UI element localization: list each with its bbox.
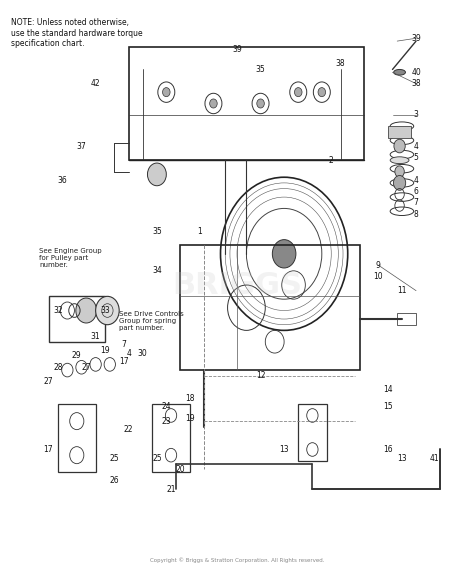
Text: 11: 11	[397, 286, 407, 295]
Text: See Drive Controls
Group for spring
part number.: See Drive Controls Group for spring part…	[119, 311, 184, 331]
Bar	[48, 296, 105, 342]
Text: 16: 16	[383, 445, 392, 454]
Text: 20: 20	[176, 465, 185, 474]
Text: 34: 34	[152, 266, 162, 275]
Circle shape	[147, 163, 166, 186]
Text: 35: 35	[255, 65, 265, 74]
Text: 13: 13	[279, 445, 289, 454]
Text: 15: 15	[383, 402, 392, 412]
Text: 18: 18	[185, 394, 195, 403]
Text: 25: 25	[152, 454, 162, 462]
Text: 32: 32	[53, 306, 63, 315]
Bar	[128, 47, 364, 160]
Text: 37: 37	[77, 141, 86, 150]
Text: 6: 6	[414, 187, 419, 196]
Text: 14: 14	[383, 385, 392, 394]
Circle shape	[96, 296, 119, 325]
Text: 35: 35	[152, 227, 162, 235]
Text: NOTE: Unless noted otherwise,
use the standard hardware torque
specification cha: NOTE: Unless noted otherwise, use the st…	[11, 18, 143, 48]
Bar	[388, 126, 411, 137]
Text: 19: 19	[100, 346, 110, 355]
Bar	[298, 404, 327, 461]
Text: 26: 26	[109, 476, 119, 485]
Text: 31: 31	[91, 332, 100, 340]
Text: 42: 42	[91, 79, 100, 88]
Text: Copyright © Briggs & Stratton Corporation. All Rights reserved.: Copyright © Briggs & Stratton Corporatio…	[150, 557, 324, 563]
Text: 5: 5	[414, 153, 419, 162]
Text: 38: 38	[336, 59, 346, 68]
Circle shape	[163, 88, 170, 97]
Text: 25: 25	[109, 454, 119, 462]
Text: 33: 33	[100, 306, 110, 315]
Circle shape	[76, 298, 97, 323]
Bar	[152, 404, 190, 472]
Text: 17: 17	[44, 445, 53, 454]
Text: 12: 12	[256, 371, 265, 380]
Circle shape	[393, 176, 406, 190]
Bar	[58, 404, 96, 472]
Text: 28: 28	[53, 363, 63, 372]
Text: 19: 19	[185, 414, 195, 423]
Bar	[397, 314, 416, 325]
Circle shape	[318, 88, 326, 97]
Text: 22: 22	[124, 425, 133, 434]
Text: 39: 39	[411, 34, 421, 43]
Circle shape	[294, 88, 302, 97]
Text: 29: 29	[72, 351, 82, 360]
Text: 27: 27	[44, 377, 53, 386]
Text: 38: 38	[411, 79, 421, 88]
Text: 4: 4	[126, 349, 131, 357]
Text: 8: 8	[414, 210, 419, 219]
Text: 4: 4	[414, 176, 419, 185]
Text: 13: 13	[397, 454, 407, 462]
Text: 9: 9	[376, 260, 381, 270]
Text: 17: 17	[119, 357, 129, 366]
Text: BRIGGS: BRIGGS	[172, 271, 302, 299]
Text: 2: 2	[329, 156, 334, 165]
Text: 7: 7	[414, 198, 419, 207]
Bar	[181, 245, 359, 370]
Text: 24: 24	[162, 402, 171, 412]
Circle shape	[395, 166, 404, 177]
Circle shape	[257, 99, 264, 108]
Text: 10: 10	[374, 272, 383, 281]
Text: 41: 41	[430, 454, 440, 462]
Text: 36: 36	[58, 176, 67, 185]
Text: 21: 21	[166, 484, 176, 494]
Text: 23: 23	[162, 417, 171, 426]
Ellipse shape	[394, 70, 405, 75]
Text: 3: 3	[414, 111, 419, 119]
Text: 7: 7	[121, 340, 127, 349]
Text: 4: 4	[414, 141, 419, 150]
Text: 30: 30	[138, 349, 147, 357]
Text: 1: 1	[197, 227, 201, 235]
Text: See Engine Group
for Pulley part
number.: See Engine Group for Pulley part number.	[39, 248, 102, 268]
Circle shape	[273, 239, 296, 268]
Circle shape	[394, 139, 405, 153]
Text: 40: 40	[411, 68, 421, 77]
Circle shape	[210, 99, 217, 108]
Ellipse shape	[390, 157, 409, 164]
Text: 27: 27	[82, 363, 91, 372]
Text: 39: 39	[232, 45, 242, 54]
